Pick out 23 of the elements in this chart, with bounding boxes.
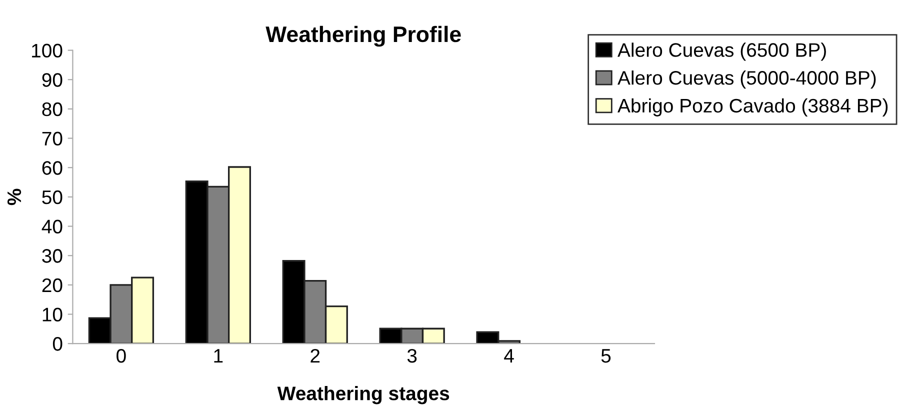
y-tick-label: 0 — [52, 337, 62, 351]
legend-label: Alero Cuevas (5000-4000 BP) — [618, 70, 876, 89]
y-tick-label: 10 — [42, 308, 62, 322]
x-tick-label: 5 — [601, 349, 611, 363]
y-tick-label: 50 — [42, 190, 62, 204]
y-tick-label: 90 — [42, 73, 62, 87]
x-tick-label: 1 — [214, 349, 223, 363]
y-tick-label: 60 — [42, 161, 62, 175]
x-tick-label: 4 — [504, 349, 514, 363]
y-tick-label: 80 — [42, 102, 62, 116]
legend-label: Alero Cuevas (6500 BP) — [618, 42, 826, 61]
legend-label: Abrigo Pozo Cavado (3884 BP) — [618, 98, 888, 116]
x-tick-label: 3 — [407, 348, 417, 363]
y-tick-label: 100 — [32, 44, 62, 58]
x-axis-title: Weathering stages — [277, 386, 450, 404]
x-tick-label: 0 — [116, 348, 126, 363]
y-tick-label: 70 — [42, 132, 62, 146]
chart-title: Weathering Profile — [266, 26, 461, 47]
y-tick-label: 40 — [42, 220, 62, 234]
y-tick-label: 30 — [42, 249, 62, 263]
y-tick-label: 20 — [42, 278, 62, 292]
x-tick-label: 2 — [310, 348, 320, 363]
y-axis-title: % — [7, 188, 22, 206]
